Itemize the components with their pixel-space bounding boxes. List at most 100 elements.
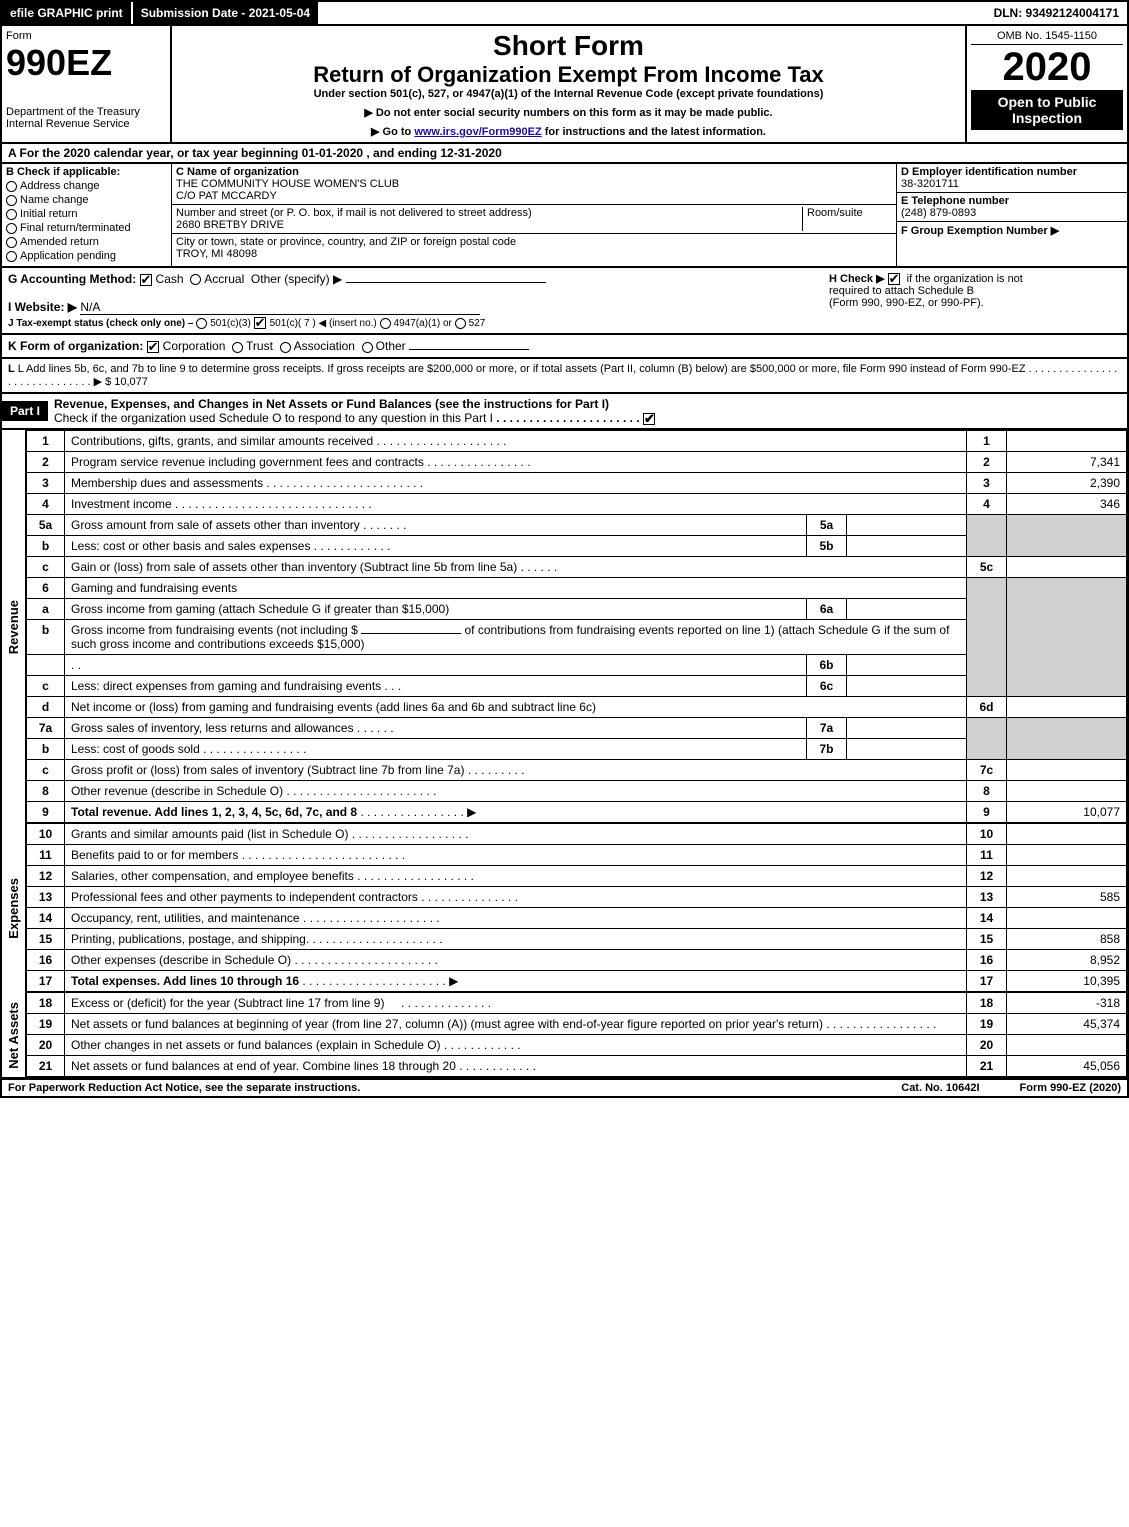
line-16-desc: Other expenses (describe in Schedule O) — [71, 953, 291, 967]
footer-left: For Paperwork Reduction Act Notice, see … — [8, 1082, 360, 1094]
link-pre: ▶ Go to — [371, 126, 414, 138]
line-6c-desc: Less: direct expenses from gaming and fu… — [71, 679, 381, 693]
line-15-val: 858 — [1007, 929, 1127, 950]
c-name-label: C Name of organization — [176, 166, 299, 178]
line-3-val: 2,390 — [1007, 473, 1127, 494]
l-text: L Add lines 5b, 6c, and 7b to line 9 to … — [18, 363, 1026, 375]
top-bar: efile GRAPHIC print Submission Date - 20… — [0, 0, 1129, 26]
line-10-desc: Grants and similar amounts paid (list in… — [71, 827, 348, 841]
chk-initial-return[interactable]: Initial return — [6, 208, 167, 220]
omb-number: OMB No. 1545-1150 — [971, 30, 1123, 45]
city-label: City or town, state or province, country… — [176, 236, 516, 248]
chk-other-org[interactable] — [362, 342, 373, 353]
chk-corporation[interactable] — [147, 341, 159, 353]
radio-527[interactable] — [455, 318, 466, 329]
line-5b-desc: Less: cost or other basis and sales expe… — [71, 539, 310, 553]
line-9-desc: Total revenue. Add lines 1, 2, 3, 4, 5c,… — [71, 805, 357, 819]
chk-accrual[interactable] — [190, 274, 201, 285]
part-1-title: Revenue, Expenses, and Changes in Net As… — [54, 397, 609, 411]
line-5a-desc: Gross amount from sale of assets other t… — [71, 518, 360, 532]
revenue-vlabel: Revenue — [2, 430, 26, 823]
line-6b-pre: Gross income from fundraising events (no… — [71, 623, 358, 637]
row-k: K Form of organization: Corporation Trus… — [0, 335, 1129, 359]
j-status-label: J Tax-exempt status (check only one) – — [8, 318, 193, 329]
radio-501c3[interactable] — [196, 318, 207, 329]
line-21-val: 45,056 — [1007, 1056, 1127, 1077]
g-accounting-label: G Accounting Method: — [8, 272, 136, 286]
chk-cash[interactable] — [140, 274, 152, 286]
other-org-input[interactable] — [409, 349, 529, 350]
title-section: Under section 501(c), 527, or 4947(a)(1)… — [180, 88, 957, 100]
radio-501c[interactable] — [254, 317, 266, 329]
chk-schedule-o[interactable] — [643, 413, 655, 425]
phone-value: (248) 879-0893 — [901, 207, 976, 219]
chk-address-change[interactable]: Address change — [6, 180, 167, 192]
line-6d-desc: Net income or (loss) from gaming and fun… — [65, 697, 967, 718]
info-grid: B Check if applicable: Address change Na… — [0, 164, 1129, 268]
title-link-row: ▶ Go to www.irs.gov/Form990EZ for instru… — [180, 125, 957, 138]
line-7a-desc: Gross sales of inventory, less returns a… — [71, 721, 354, 735]
tax-year: 2020 — [971, 45, 1123, 90]
page-footer: For Paperwork Reduction Act Notice, see … — [0, 1079, 1129, 1098]
line-15-desc: Printing, publications, postage, and shi… — [71, 932, 309, 946]
line-17-val: 10,395 — [1007, 971, 1127, 992]
chk-association[interactable] — [280, 342, 291, 353]
other-specify: Other (specify) ▶ — [251, 272, 342, 286]
revenue-section: Revenue 1Contributions, gifts, grants, a… — [0, 430, 1129, 823]
line-18-val: -318 — [1007, 993, 1127, 1014]
h-check-box: H Check ▶ if the organization is not req… — [821, 272, 1121, 329]
chk-schedule-b[interactable] — [888, 273, 900, 285]
ein-value: 38-3201711 — [901, 178, 959, 190]
org-name: THE COMMUNITY HOUSE WOMEN'S CLUB — [176, 178, 399, 190]
irs-link[interactable]: www.irs.gov/Form990EZ — [414, 126, 541, 138]
part-1-label: Part I — [2, 401, 48, 421]
column-b-checkboxes: B Check if applicable: Address change Na… — [2, 164, 172, 266]
line-16-val: 8,952 — [1007, 950, 1127, 971]
dept-irs: Internal Revenue Service — [6, 118, 166, 130]
form-header: Form 990EZ Department of the Treasury In… — [0, 26, 1129, 144]
line-6-desc: Gaming and fundraising events — [65, 578, 967, 599]
form-number: 990EZ — [6, 42, 166, 84]
expenses-vlabel: Expenses — [2, 823, 26, 992]
d-ein-label: D Employer identification number — [901, 166, 1077, 178]
line-19-val: 45,374 — [1007, 1014, 1127, 1035]
line-4-val: 346 — [1007, 494, 1127, 515]
chk-application-pending[interactable]: Application pending — [6, 250, 167, 262]
line-6b-input[interactable] — [361, 633, 461, 634]
chk-trust[interactable] — [232, 342, 243, 353]
dept-treasury: Department of the Treasury — [6, 106, 166, 118]
line-12-desc: Salaries, other compensation, and employ… — [71, 869, 354, 883]
org-co: C/O PAT MCCARDY — [176, 190, 277, 202]
title-short-form: Short Form — [180, 30, 957, 62]
title-return: Return of Organization Exempt From Incom… — [180, 62, 957, 88]
radio-4947[interactable] — [380, 318, 391, 329]
column-d-e-f: D Employer identification number 38-3201… — [897, 164, 1127, 266]
line-6a-val — [847, 599, 967, 620]
open-inspection: Open to Public Inspection — [971, 90, 1123, 130]
chk-amended-return[interactable]: Amended return — [6, 236, 167, 248]
col-b-header: B Check if applicable: — [6, 166, 167, 178]
line-11-desc: Benefits paid to or for members — [71, 848, 238, 862]
line-7c-desc: Gross profit or (loss) from sales of inv… — [71, 763, 464, 777]
revenue-table: 1Contributions, gifts, grants, and simil… — [26, 430, 1127, 823]
room-suite-label: Room/suite — [802, 207, 892, 231]
h-label: H Check ▶ — [829, 273, 885, 285]
efile-print-button[interactable]: efile GRAPHIC print — [2, 2, 133, 24]
city-state-zip: TROY, MI 48098 — [176, 248, 257, 260]
part-1-check-text: Check if the organization used Schedule … — [54, 411, 493, 425]
dln-number: DLN: 93492124004171 — [986, 2, 1127, 24]
chk-final-return[interactable]: Final return/terminated — [6, 222, 167, 234]
row-g-h: G Accounting Method: Cash Accrual Other … — [0, 268, 1129, 335]
line-2-desc: Program service revenue including govern… — [71, 455, 424, 469]
f-group-label: F Group Exemption Number ▶ — [901, 225, 1059, 237]
e-phone-label: E Telephone number — [901, 195, 1009, 207]
line-13-val: 585 — [1007, 887, 1127, 908]
other-specify-input[interactable] — [346, 282, 546, 283]
chk-name-change[interactable]: Name change — [6, 194, 167, 206]
line-5c-desc: Gain or (loss) from sale of assets other… — [71, 560, 517, 574]
netassets-table: 18Excess or (deficit) for the year (Subt… — [26, 992, 1127, 1077]
line-20-desc: Other changes in net assets or fund bala… — [71, 1038, 441, 1052]
footer-form: Form 990-EZ (2020) — [1020, 1082, 1121, 1094]
line-4-desc: Investment income — [71, 497, 172, 511]
line-8-desc: Other revenue (describe in Schedule O) — [71, 784, 283, 798]
